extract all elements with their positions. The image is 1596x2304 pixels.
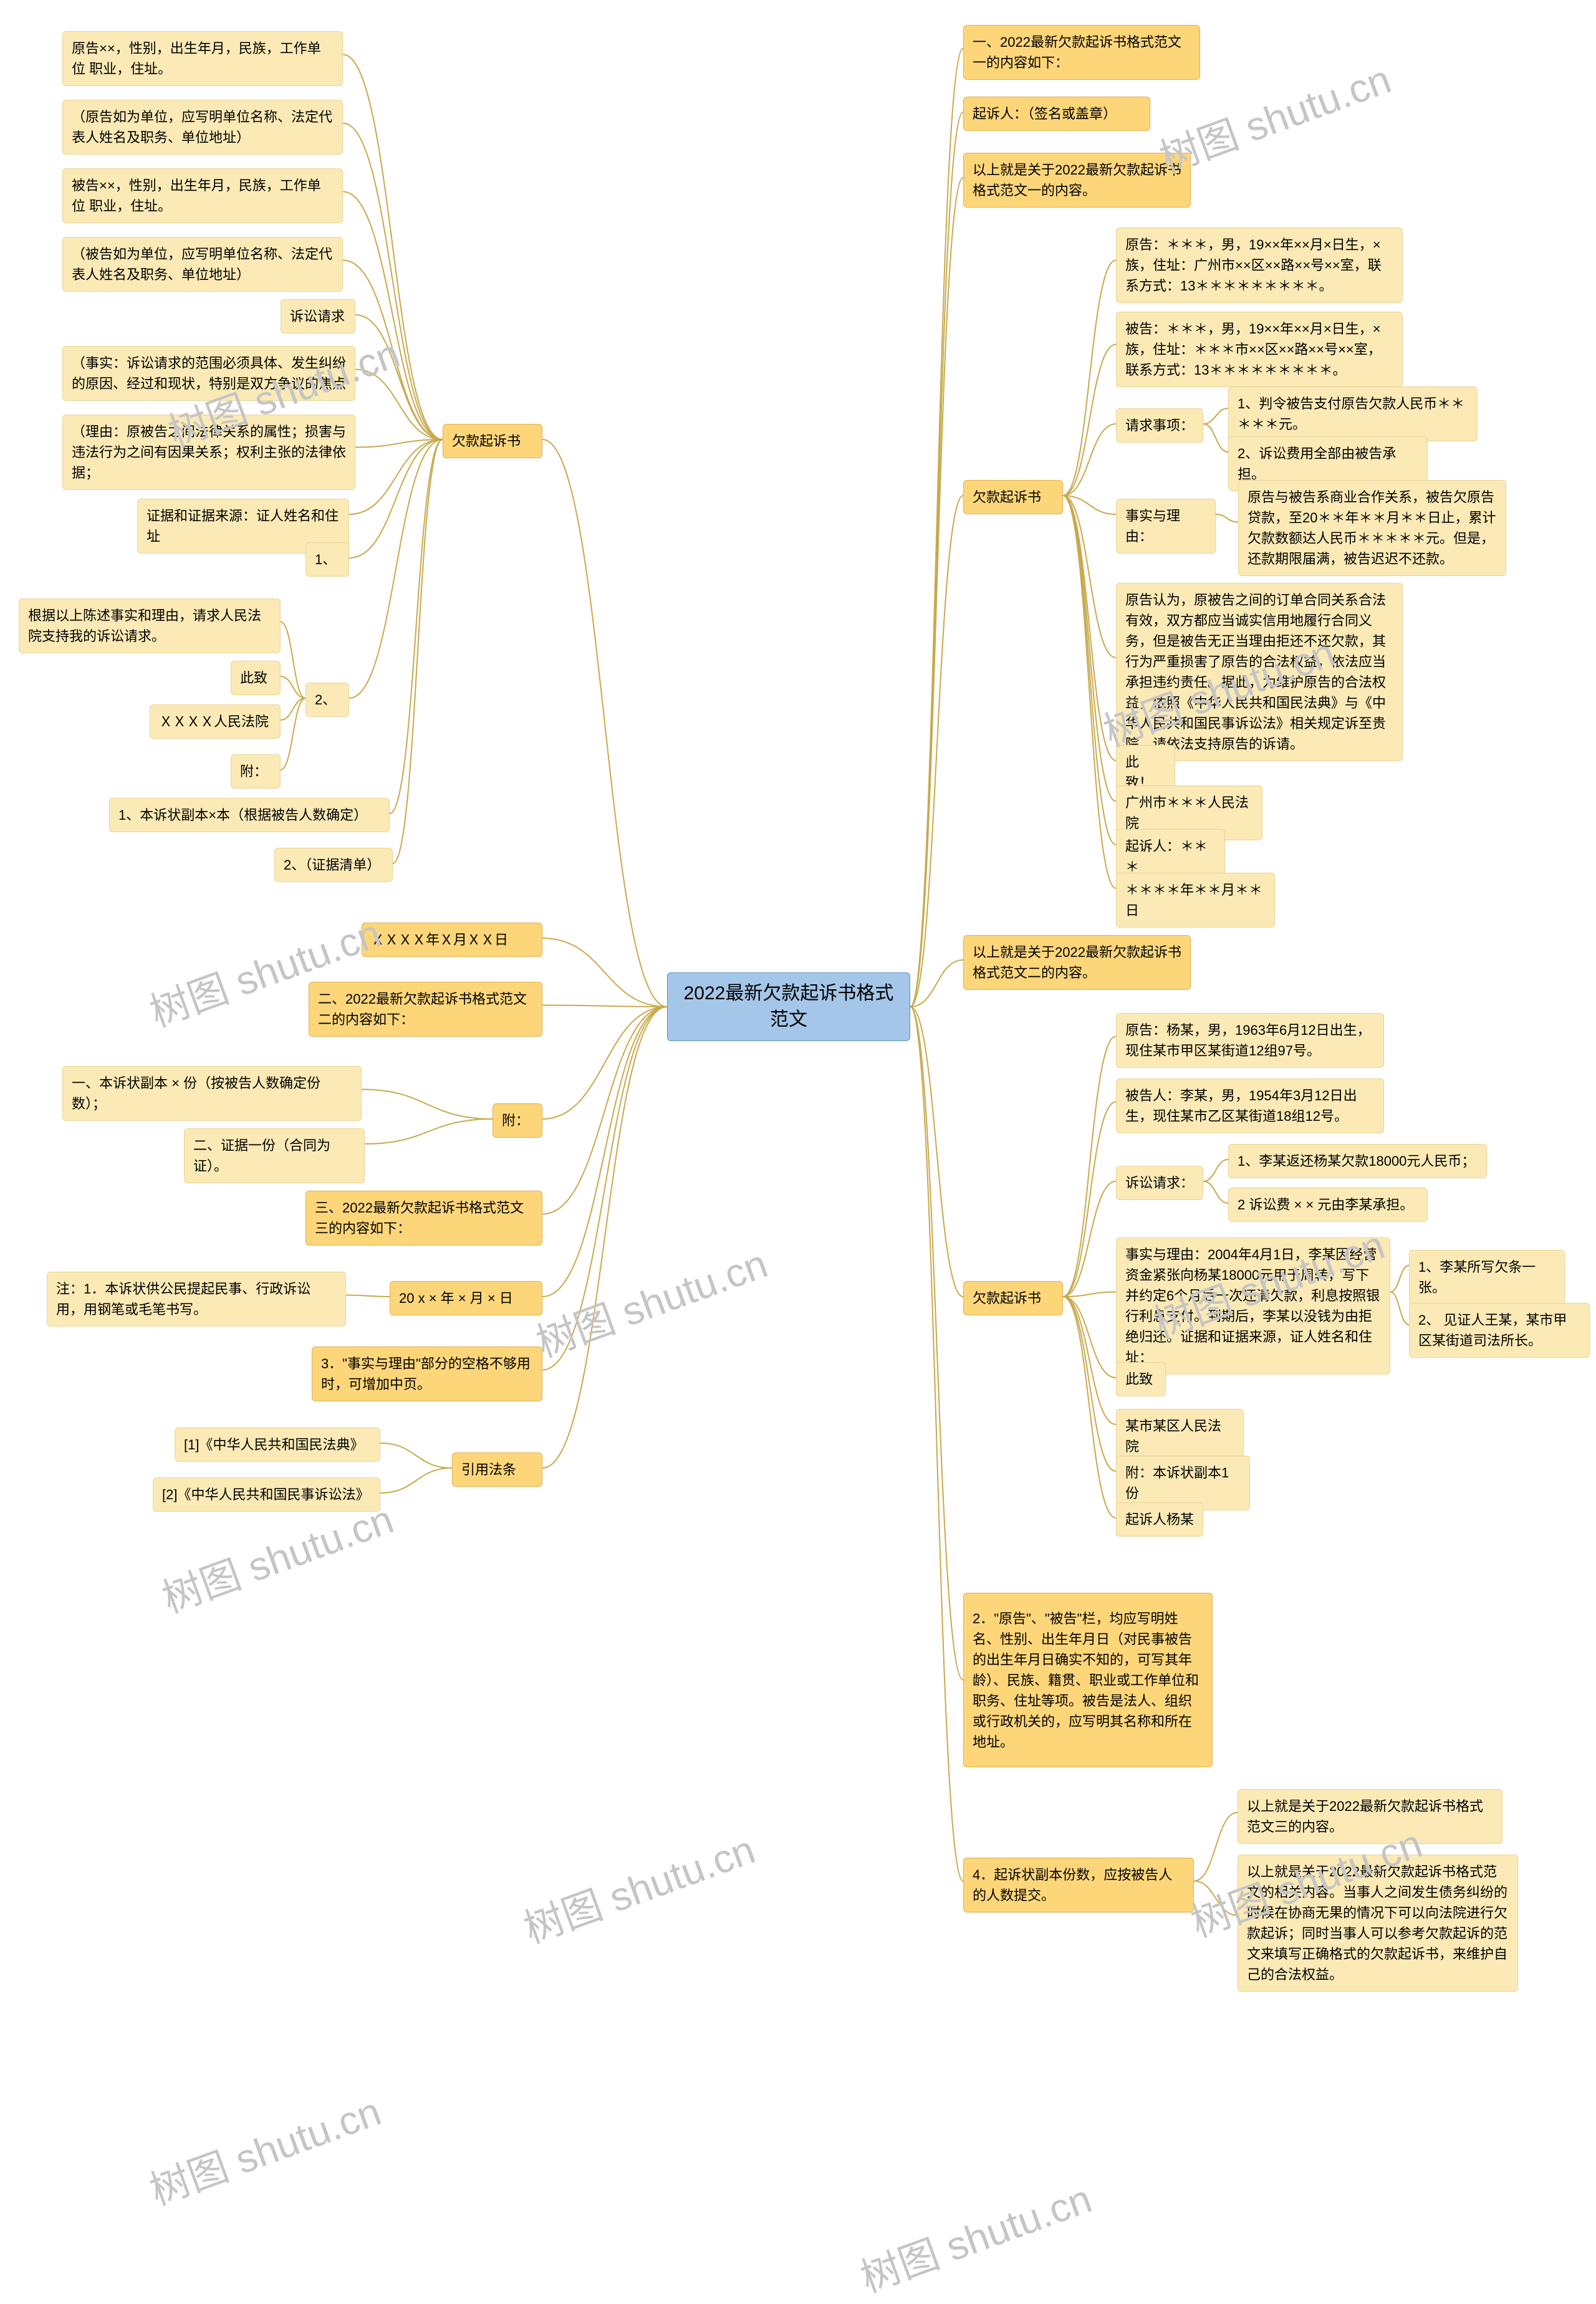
mindmap-node: 此致 — [231, 661, 281, 695]
mindmap-node: 1、李某返还杨某欠款18000元人民币； — [1228, 1144, 1487, 1178]
mindmap-node: 2．"原告"、"被告"栏，均应写明姓名、性别、出生年月日（对民事被告的出生年月日… — [963, 1593, 1213, 1767]
mindmap-node: 欠款起诉书 — [963, 480, 1063, 514]
mindmap-node: 1、本诉状副本×本（根据被告人数确定） — [109, 798, 390, 832]
mindmap-node: （被告如为单位，应写明单位名称、法定代表人姓名及职务、单位地址） — [62, 237, 343, 292]
mindmap-node: 以上就是关于2022最新欠款起诉书格式范文一的内容。 — [963, 153, 1191, 208]
mindmap-node: 4．起诉状副本份数，应按被告人的人数提交。 — [963, 1858, 1194, 1913]
mindmap-node: 三、2022最新欠款起诉书格式范文三的内容如下： — [305, 1191, 542, 1246]
mindmap-node: 1、 — [305, 542, 349, 577]
mindmap-node: 3．"事实与理由"部分的空格不够用时，可增加中页。 — [312, 1346, 542, 1401]
mindmap-node: 诉讼请求 — [281, 299, 355, 334]
mindmap-node: 被告：＊＊＊，男，19××年××月×日生，×族，住址：＊＊＊市××区××路××号… — [1116, 312, 1403, 387]
mindmap-node: 以上就是关于2022最新欠款起诉书格式范文二的内容。 — [963, 935, 1191, 990]
mindmap-node: 被告××，性别，出生年月，民族，工作单位 职业，住址。 — [62, 168, 343, 223]
mindmap-node: 以上就是关于2022最新欠款起诉书格式范文的相关内容。当事人之间发生债务纠纷的时… — [1238, 1855, 1518, 1992]
mindmap-node: 诉讼请求： — [1116, 1166, 1203, 1200]
mindmap-node: 请求事项： — [1116, 408, 1203, 443]
mindmap-node: 原告与被告系商业合作关系，被告欠原告贷款，至20＊＊年＊＊月＊＊日止，累计欠款数… — [1238, 480, 1506, 576]
root-node: 2022最新欠款起诉书格式 范文 — [667, 972, 910, 1041]
mindmap-node: 1、李某所写欠条一张。 — [1409, 1250, 1565, 1305]
mindmap-node: 此致 — [1116, 1362, 1166, 1396]
mindmap-node: ＸＸＸＸ年Ｘ月ＸＸ日 — [362, 923, 542, 957]
mindmap-node: [1]《中华人民共和国民法典》 — [175, 1428, 380, 1462]
mindmap-node: 2、（证据清单） — [274, 848, 393, 882]
mindmap-node: 2、 见证人王某，某市甲区某街道司法所长。 — [1409, 1303, 1590, 1358]
mindmap-node: （事实：诉讼请求的范围必须具体、发生纠纷的原因、经过和现状，特别是双方争议的焦点 — [62, 346, 355, 401]
mindmap-node: 一、2022最新欠款起诉书格式范文一的内容如下： — [963, 25, 1200, 80]
mindmap-node: 原告：＊＊＊，男，19××年××月×日生，×族，住址：广州市××区××路××号×… — [1116, 228, 1403, 303]
mindmap-node: （原告如为单位，应写明单位名称、法定代表人姓名及职务、单位地址） — [62, 100, 343, 155]
mindmap-node: 原告××，性别，出生年月，民族，工作单位 职业，住址。 — [62, 31, 343, 86]
mindmap-node: 20 x × 年 × 月 × 日 — [390, 1281, 542, 1315]
mindmap-node: 原告：杨某，男，1963年6月12日出生，现住某市甲区某街道12组97号。 — [1116, 1013, 1384, 1068]
mindmap-node: 附： — [231, 754, 281, 789]
mindmap-node: 根据以上陈述事实和理由，请求人民法院支持我的诉讼请求。 — [19, 598, 281, 653]
mindmap-node: 2、 — [305, 683, 349, 717]
mindmap-node: 注：1．本诉状供公民提起民事、行政诉讼用，用钢笔或毛笔书写。 — [47, 1272, 346, 1327]
mindmap-node: 欠款起诉书 — [963, 1281, 1063, 1315]
mindmap-node: 原告认为，原被告之间的订单合同关系合法有效，双方都应当诚实信用地履行合同义务，但… — [1116, 583, 1403, 761]
mindmap-node: 事实与理由：2004年4月1日，李某因经营资金紧张向杨某18000元用于周转，写… — [1116, 1237, 1390, 1375]
mindmap-node: 起诉人杨某 — [1116, 1502, 1203, 1537]
mindmap-node: 一、本诉状副本 × 份（按被告人数确定份数）； — [62, 1066, 362, 1121]
mindmap-node: 被告人：李某，男，1954年3月12日出生，现住某市乙区某街道18组12号。 — [1116, 1078, 1384, 1133]
mindmap-node: ＊＊＊＊年＊＊月＊＊日 — [1116, 873, 1275, 928]
mindmap-node: 起诉人：（签名或盖章） — [963, 97, 1150, 131]
mindmap-node: 以上就是关于2022最新欠款起诉书格式范文三的内容。 — [1238, 1789, 1502, 1844]
mindmap-node: （理由：原被告之间法律关系的属性；损害与违法行为之间有因果关系；权利主张的法律依… — [62, 415, 355, 490]
mindmap-node: 1、判令被告支付原告欠款人民币＊＊＊＊＊元。 — [1228, 386, 1478, 441]
mindmap-node: [2]《中华人民共和国民事诉讼法》 — [153, 1477, 380, 1512]
mindmap-node: 引用法条 — [452, 1452, 542, 1487]
mindmap-node: 附： — [493, 1103, 542, 1138]
mindmap-node: 欠款起诉书 — [443, 424, 542, 458]
mindmap-node: 二、2022最新欠款起诉书格式范文二的内容如下： — [309, 982, 542, 1037]
mindmap-node: ＸＸＸＸ人民法院 — [150, 704, 281, 739]
mindmap-node: 二、证据一份（合同为证）。 — [184, 1128, 365, 1183]
mindmap-node: 事实与理由： — [1116, 499, 1216, 554]
mindmap-node: 2 诉讼费 × × 元由李某承担。 — [1228, 1188, 1428, 1222]
